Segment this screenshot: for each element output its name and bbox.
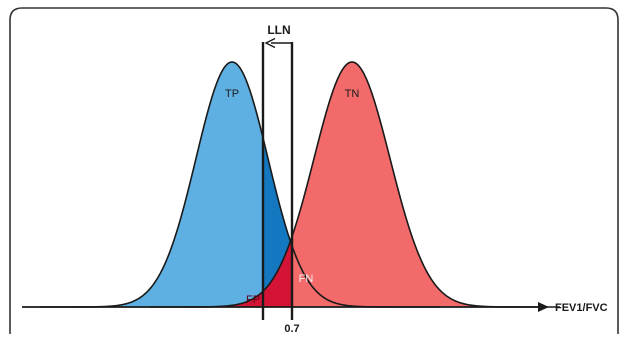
tp-region [60, 62, 263, 307]
x-axis-label: FEV1/FVC [555, 302, 608, 314]
lln-label: LLN [267, 23, 290, 37]
fp-label: FP [246, 294, 260, 306]
x-axis-arrowhead [538, 302, 549, 312]
cutoff-tick-label: 0.7 [284, 323, 299, 335]
tn-label: TN [345, 88, 360, 100]
diagram-frame [9, 7, 619, 334]
tn-region [292, 62, 560, 307]
tp-label: TP [225, 88, 239, 100]
lln-shift-arrowhead [264, 37, 276, 49]
fn-label: FN [299, 273, 314, 285]
fp-region [200, 236, 292, 307]
